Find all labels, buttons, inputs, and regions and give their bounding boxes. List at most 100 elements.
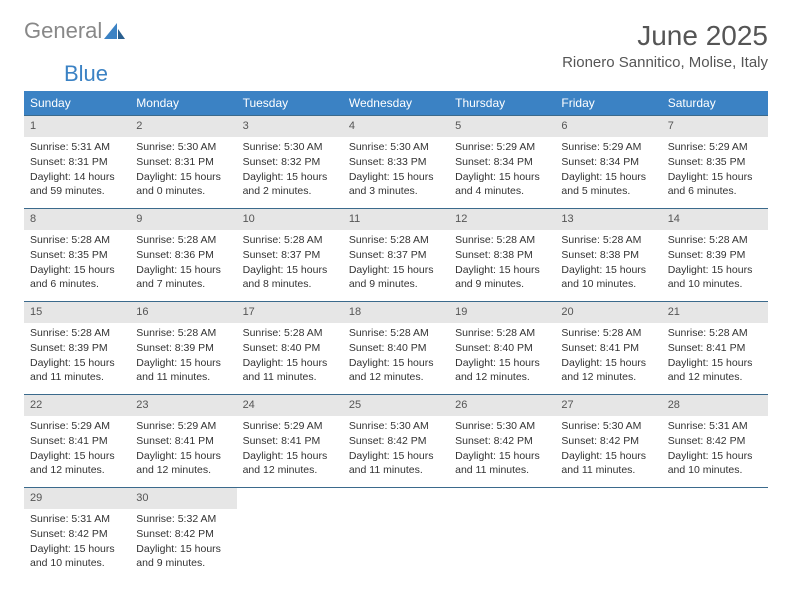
calendar-day-cell: 15Sunrise: 5:28 AMSunset: 8:39 PMDayligh… bbox=[24, 302, 130, 395]
daylight-line: Daylight: 15 hours and 12 minutes. bbox=[30, 449, 124, 477]
calendar-day-cell: 23Sunrise: 5:29 AMSunset: 8:41 PMDayligh… bbox=[130, 395, 236, 488]
calendar-day-cell: 9Sunrise: 5:28 AMSunset: 8:36 PMDaylight… bbox=[130, 209, 236, 302]
day-details: Sunrise: 5:28 AMSunset: 8:39 PMDaylight:… bbox=[130, 323, 236, 390]
daylight-line: Daylight: 15 hours and 6 minutes. bbox=[30, 263, 124, 291]
calendar-week-row: 1Sunrise: 5:31 AMSunset: 8:31 PMDaylight… bbox=[24, 116, 768, 209]
daylight-line: Daylight: 15 hours and 12 minutes. bbox=[243, 449, 337, 477]
daylight-line: Daylight: 15 hours and 12 minutes. bbox=[349, 356, 443, 384]
sunrise-line: Sunrise: 5:28 AM bbox=[243, 233, 337, 247]
sunrise-line: Sunrise: 5:29 AM bbox=[30, 419, 124, 433]
weekday-header: Monday bbox=[130, 91, 236, 116]
sunrise-line: Sunrise: 5:28 AM bbox=[668, 326, 762, 340]
day-details: Sunrise: 5:32 AMSunset: 8:42 PMDaylight:… bbox=[130, 509, 236, 576]
sunrise-line: Sunrise: 5:30 AM bbox=[561, 419, 655, 433]
calendar-day-cell: 24Sunrise: 5:29 AMSunset: 8:41 PMDayligh… bbox=[237, 395, 343, 488]
calendar-week-row: 22Sunrise: 5:29 AMSunset: 8:41 PMDayligh… bbox=[24, 395, 768, 488]
day-details: Sunrise: 5:28 AMSunset: 8:40 PMDaylight:… bbox=[237, 323, 343, 390]
day-number: 25 bbox=[343, 395, 449, 416]
day-details: Sunrise: 5:28 AMSunset: 8:36 PMDaylight:… bbox=[130, 230, 236, 297]
sunrise-line: Sunrise: 5:28 AM bbox=[455, 233, 549, 247]
day-number: 3 bbox=[237, 116, 343, 137]
daylight-line: Daylight: 15 hours and 10 minutes. bbox=[668, 449, 762, 477]
month-title: June 2025 bbox=[562, 20, 768, 52]
sunrise-line: Sunrise: 5:30 AM bbox=[349, 140, 443, 154]
calendar-day-cell: 14Sunrise: 5:28 AMSunset: 8:39 PMDayligh… bbox=[662, 209, 768, 302]
sunset-line: Sunset: 8:36 PM bbox=[136, 248, 230, 262]
logo-sail-icon bbox=[104, 23, 126, 41]
daylight-line: Daylight: 15 hours and 9 minutes. bbox=[455, 263, 549, 291]
daylight-line: Daylight: 15 hours and 12 minutes. bbox=[455, 356, 549, 384]
daylight-line: Daylight: 15 hours and 11 minutes. bbox=[136, 356, 230, 384]
calendar-day-cell: 1Sunrise: 5:31 AMSunset: 8:31 PMDaylight… bbox=[24, 116, 130, 209]
daylight-line: Daylight: 15 hours and 11 minutes. bbox=[561, 449, 655, 477]
daylight-line: Daylight: 15 hours and 11 minutes. bbox=[243, 356, 337, 384]
sunrise-line: Sunrise: 5:31 AM bbox=[30, 512, 124, 526]
daylight-line: Daylight: 15 hours and 12 minutes. bbox=[561, 356, 655, 384]
day-number: 7 bbox=[662, 116, 768, 137]
day-details: Sunrise: 5:29 AMSunset: 8:34 PMDaylight:… bbox=[555, 137, 661, 204]
sunrise-line: Sunrise: 5:30 AM bbox=[455, 419, 549, 433]
calendar-day-cell: 7Sunrise: 5:29 AMSunset: 8:35 PMDaylight… bbox=[662, 116, 768, 209]
sunset-line: Sunset: 8:41 PM bbox=[561, 341, 655, 355]
sunrise-line: Sunrise: 5:28 AM bbox=[455, 326, 549, 340]
day-number: 30 bbox=[130, 488, 236, 509]
sunset-line: Sunset: 8:42 PM bbox=[455, 434, 549, 448]
day-details: Sunrise: 5:30 AMSunset: 8:42 PMDaylight:… bbox=[555, 416, 661, 483]
calendar-week-row: 15Sunrise: 5:28 AMSunset: 8:39 PMDayligh… bbox=[24, 302, 768, 395]
day-number: 20 bbox=[555, 302, 661, 323]
sunset-line: Sunset: 8:41 PM bbox=[243, 434, 337, 448]
daylight-line: Daylight: 15 hours and 11 minutes. bbox=[349, 449, 443, 477]
sunset-line: Sunset: 8:39 PM bbox=[30, 341, 124, 355]
sunset-line: Sunset: 8:42 PM bbox=[349, 434, 443, 448]
day-number: 21 bbox=[662, 302, 768, 323]
daylight-line: Daylight: 15 hours and 10 minutes. bbox=[668, 263, 762, 291]
sunset-line: Sunset: 8:42 PM bbox=[668, 434, 762, 448]
day-number: 22 bbox=[24, 395, 130, 416]
sunrise-line: Sunrise: 5:30 AM bbox=[243, 140, 337, 154]
day-details: Sunrise: 5:29 AMSunset: 8:41 PMDaylight:… bbox=[130, 416, 236, 483]
sunset-line: Sunset: 8:33 PM bbox=[349, 155, 443, 169]
day-details: Sunrise: 5:28 AMSunset: 8:37 PMDaylight:… bbox=[343, 230, 449, 297]
sunrise-line: Sunrise: 5:29 AM bbox=[243, 419, 337, 433]
calendar-table: Sunday Monday Tuesday Wednesday Thursday… bbox=[24, 91, 768, 581]
calendar-week-row: 8Sunrise: 5:28 AMSunset: 8:35 PMDaylight… bbox=[24, 209, 768, 302]
sunset-line: Sunset: 8:40 PM bbox=[455, 341, 549, 355]
sunrise-line: Sunrise: 5:28 AM bbox=[349, 233, 443, 247]
calendar-day-cell: 13Sunrise: 5:28 AMSunset: 8:38 PMDayligh… bbox=[555, 209, 661, 302]
calendar-day-cell: 5Sunrise: 5:29 AMSunset: 8:34 PMDaylight… bbox=[449, 116, 555, 209]
sunrise-line: Sunrise: 5:28 AM bbox=[243, 326, 337, 340]
daylight-line: Daylight: 15 hours and 4 minutes. bbox=[455, 170, 549, 198]
day-details: Sunrise: 5:30 AMSunset: 8:33 PMDaylight:… bbox=[343, 137, 449, 204]
daylight-line: Daylight: 15 hours and 12 minutes. bbox=[668, 356, 762, 384]
sunrise-line: Sunrise: 5:29 AM bbox=[561, 140, 655, 154]
sunrise-line: Sunrise: 5:31 AM bbox=[30, 140, 124, 154]
sunset-line: Sunset: 8:39 PM bbox=[136, 341, 230, 355]
sunrise-line: Sunrise: 5:29 AM bbox=[136, 419, 230, 433]
calendar-day-cell: 30Sunrise: 5:32 AMSunset: 8:42 PMDayligh… bbox=[130, 488, 236, 581]
calendar-day-cell: 19Sunrise: 5:28 AMSunset: 8:40 PMDayligh… bbox=[449, 302, 555, 395]
sunset-line: Sunset: 8:39 PM bbox=[668, 248, 762, 262]
calendar-day-cell: 18Sunrise: 5:28 AMSunset: 8:40 PMDayligh… bbox=[343, 302, 449, 395]
sunrise-line: Sunrise: 5:28 AM bbox=[349, 326, 443, 340]
calendar-day-cell: 27Sunrise: 5:30 AMSunset: 8:42 PMDayligh… bbox=[555, 395, 661, 488]
day-details: Sunrise: 5:28 AMSunset: 8:41 PMDaylight:… bbox=[662, 323, 768, 390]
day-details: Sunrise: 5:30 AMSunset: 8:42 PMDaylight:… bbox=[449, 416, 555, 483]
sunset-line: Sunset: 8:31 PM bbox=[30, 155, 124, 169]
day-number: 4 bbox=[343, 116, 449, 137]
day-number: 14 bbox=[662, 209, 768, 230]
sunset-line: Sunset: 8:35 PM bbox=[668, 155, 762, 169]
calendar-day-cell bbox=[449, 488, 555, 581]
day-number: 29 bbox=[24, 488, 130, 509]
calendar-day-cell: 2Sunrise: 5:30 AMSunset: 8:31 PMDaylight… bbox=[130, 116, 236, 209]
day-number: 26 bbox=[449, 395, 555, 416]
weekday-header: Thursday bbox=[449, 91, 555, 116]
calendar-day-cell: 10Sunrise: 5:28 AMSunset: 8:37 PMDayligh… bbox=[237, 209, 343, 302]
daylight-line: Daylight: 15 hours and 10 minutes. bbox=[30, 542, 124, 570]
calendar-day-cell bbox=[237, 488, 343, 581]
day-details: Sunrise: 5:31 AMSunset: 8:42 PMDaylight:… bbox=[24, 509, 130, 576]
calendar-day-cell: 26Sunrise: 5:30 AMSunset: 8:42 PMDayligh… bbox=[449, 395, 555, 488]
calendar-day-cell bbox=[555, 488, 661, 581]
day-details: Sunrise: 5:29 AMSunset: 8:41 PMDaylight:… bbox=[237, 416, 343, 483]
sunset-line: Sunset: 8:42 PM bbox=[136, 527, 230, 541]
sunset-line: Sunset: 8:38 PM bbox=[561, 248, 655, 262]
